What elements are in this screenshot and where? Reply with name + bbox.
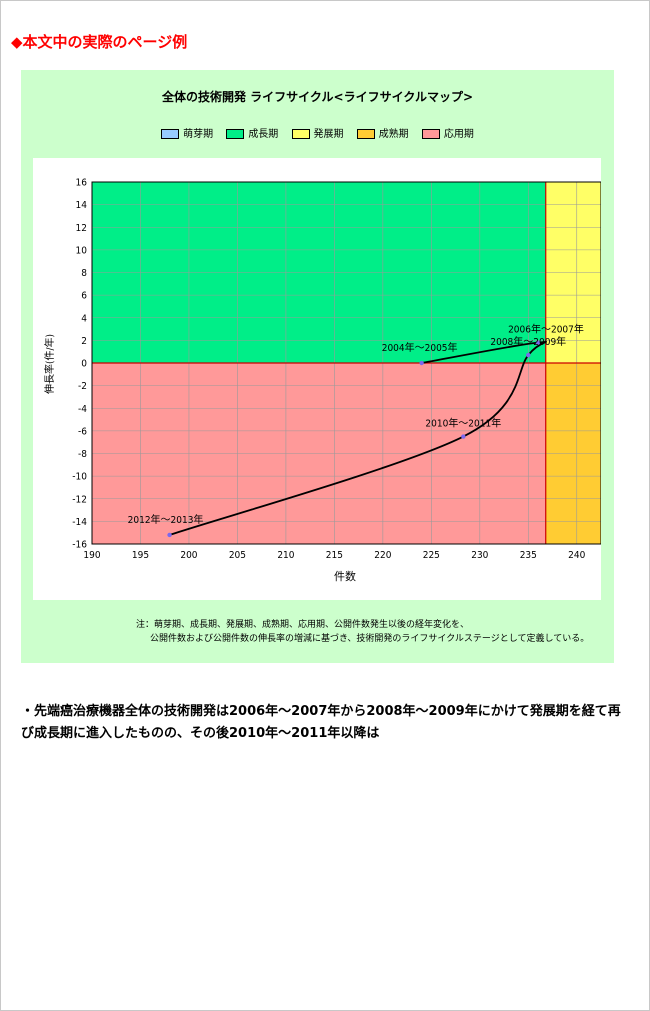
y-tick-label: -8 [78,449,87,460]
note-line-2: 公開件数および公開件数の伸長率の増減に基づき、技術開発のライフサイクルステージと… [150,634,590,644]
y-tick-label: -2 [78,381,87,392]
data-label: 2008年～2009年 [490,335,566,348]
y-tick-label: 6 [81,291,87,302]
legend-swatch [356,129,375,139]
x-tick-label: 195 [132,550,149,561]
data-label: 2010年～2011年 [425,417,501,430]
x-tick-label: 190 [83,550,100,561]
lifecycle-chart: 190 195 200 205 210 215 220 225 230 235 2401614121… [43,178,602,583]
legend-label: 発展期 [313,129,344,140]
chart-legend: 萌芽期 成長期 発展期 成熟期 応用期 [21,125,614,140]
legend-label: 萌芽期 [183,129,214,140]
legend-swatch [421,129,440,139]
legend-label: 成長期 [248,129,279,140]
x-tick-label: 210 [277,550,294,561]
chart-title: 全体の技術開発 ライフサイクル<ライフサイクルマップ> [161,90,474,104]
page-heading: ◆本文中の実際のページ例 [11,33,188,51]
y-tick-label: 4 [81,313,87,324]
data-point [526,352,531,358]
body-paragraph: ・先端癌治療機器全体の技術開発は2006年～2007年から2008年～2009年… [21,704,621,741]
series-line [169,340,547,536]
y-tick-label: -12 [72,494,87,505]
legend-item-growth: 成長期 [226,125,278,140]
x-tick-label: 205 [229,550,246,561]
y-tick-label: 16 [76,178,88,189]
legend-label: 応用期 [443,129,474,140]
data-label: 2012年～2013年 [128,513,204,526]
y-tick-label: 10 [76,245,88,256]
data-point [419,360,424,366]
y-tick-label: -10 [72,472,87,483]
legend-item-development: 発展期 [291,125,344,140]
data-label: 2006年～2007年 [508,323,584,336]
x-tick-label: 240 [568,550,585,561]
legend-item-emergence: 萌芽期 [161,125,213,140]
legend-item-application: 応用期 [421,125,474,140]
data-label: 2004年～2005年 [382,341,458,354]
y-tick-label: -6 [78,426,87,437]
y-tick-label: -4 [78,404,87,415]
x-tick-label: 235 [520,550,537,561]
x-tick-label: 230 [471,550,488,561]
legend-swatch [226,129,245,139]
x-tick-label: 220 [374,550,391,561]
legend-item-maturity: 成熟期 [356,125,409,140]
legend-swatch [291,129,310,139]
x-tick-label: 200 [180,550,197,561]
x-axis-label: 件数 [334,570,356,583]
y-axis-label: 伸長率(件/年) [43,334,56,394]
y-tick-label: -14 [72,517,87,528]
y-tick-label: 14 [76,200,88,211]
data-point [167,532,172,538]
data-point [535,340,541,345]
note-line-1: 注：萌芽期、成長期、発展期、成熟期、応用期、公開件数発生以後の経年変化を、 [136,620,470,630]
y-tick-label: 0 [81,359,87,370]
legend-label: 成熟期 [378,129,409,140]
x-tick-label: 215 [326,550,343,561]
y-tick-label: 8 [81,268,87,279]
y-tick-label: -16 [72,540,87,551]
x-tick-label: 225 [423,550,440,561]
plot-area: 190 195 200 205 210 215 220 225 230 235 240 16 14 12 1… [33,158,602,600]
data-point [461,434,466,439]
legend-swatch [161,129,180,139]
y-tick-label: 12 [76,223,87,234]
chart-note: 注：萌芽期、成長期、発展期、成熟期、応用期、公開件数発生以後の経年変化を、 公開… [136,618,589,646]
y-tick-label: 2 [81,336,87,347]
chart-panel: 全体の技術開発 ライフサイクル<ライフサイクルマップ> 萌芽期 成長期 発展期 … [21,70,614,663]
